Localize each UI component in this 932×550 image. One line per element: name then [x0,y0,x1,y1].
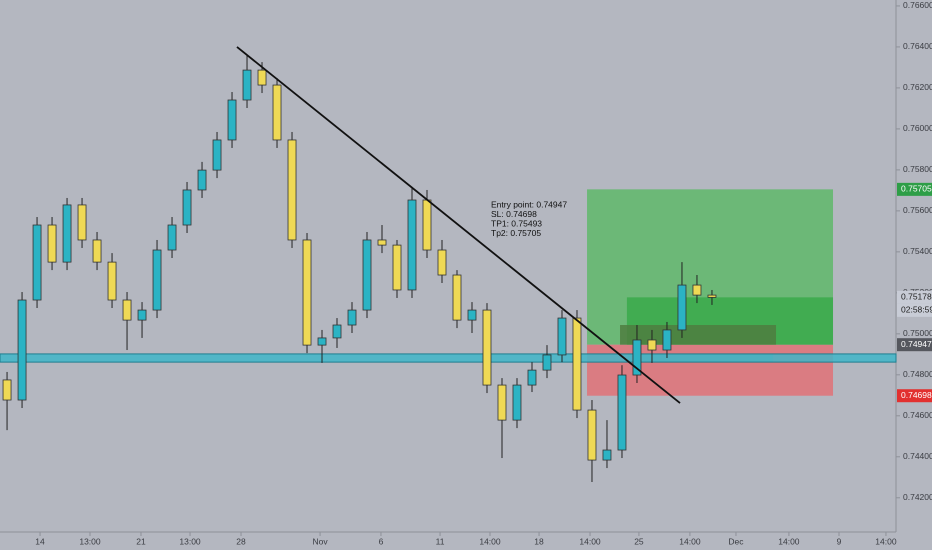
price-badge [897,182,932,196]
loss-zone [587,344,834,396]
x-tick-label: 14:00 [479,536,501,546]
x-tick-label: 9 [837,536,842,546]
price-badge-label: 0.74947 [901,339,932,349]
x-tick-label: 28 [236,536,246,546]
candle-body [77,204,87,241]
candle-body [227,99,237,141]
candle-body [212,139,222,171]
candle-body [467,309,477,321]
candle-body [707,294,717,298]
candle-body [362,239,372,311]
x-tick-label: 14:00 [778,536,800,546]
x-tick-label: 21 [136,536,146,546]
y-tick-label: 0.76200 [903,82,932,92]
candle-body [17,299,27,401]
candle-body [287,139,297,241]
trendline [236,46,681,404]
candle-body [107,261,117,301]
candle-body [272,84,282,141]
candle-body [197,169,207,191]
x-tick-label: 18 [534,536,544,546]
y-tick-label: 0.76600 [903,0,932,10]
candle-body [62,204,72,263]
candle-body [332,324,342,339]
candle-body [122,299,132,321]
candle-body [617,374,627,451]
candle-body [692,284,702,296]
x-tick-label: Dec [728,536,744,546]
x-tick-label: 25 [634,536,644,546]
candle-body [587,409,597,461]
candle-body [557,317,567,356]
candle-body [302,239,312,346]
y-tick-label: 0.76000 [903,123,932,133]
candle-body [152,249,162,311]
candle-body [377,239,387,246]
x-tick-label: 14:00 [579,536,601,546]
countdown-label: 02:58:59 [901,305,932,315]
support-zone [0,353,897,363]
candle-body [137,309,147,321]
y-tick-label: 0.74600 [903,410,932,420]
x-tick-label: 11 [436,536,445,546]
y-tick-label: 0.75000 [903,328,932,338]
candle-body [257,69,267,86]
annotation-text: Entry point: 0.74947 [491,199,567,209]
y-tick-label: 0.74800 [903,369,932,379]
candle-body [512,384,522,421]
candle-body [632,339,642,376]
annotation-text: SL: 0.74698 [491,209,537,219]
candle-body [602,449,612,461]
price-badge-label: 0.74698 [901,390,932,400]
candle-body [677,284,687,331]
y-tick-label: 0.74400 [903,451,932,461]
price-badge [897,389,932,403]
x-tick-label: 14:00 [875,536,897,546]
price-badge [897,290,932,304]
candle-body [497,384,507,421]
y-tick-label: 0.76400 [903,41,932,51]
y-tick-label: 0.75600 [903,205,932,215]
x-tick-label: 13:00 [179,536,201,546]
annotation-text: Tp2: 0.75705 [491,228,541,238]
y-tick-label: 0.75400 [903,246,932,256]
candle-body [317,337,327,346]
candle-body [182,189,192,226]
y-tick-label: 0.75800 [903,164,932,174]
candle-body [482,309,492,386]
zone [620,325,777,345]
y-tick-label: 0.74200 [903,492,932,502]
candle-body [347,309,357,326]
x-tick-label: 14 [35,536,45,546]
candle-body [32,224,42,301]
candle-body [542,354,552,371]
candle-body [527,369,537,386]
candle-body [407,199,417,291]
candle-body [242,69,252,101]
price-badge [897,338,932,352]
candle-body [647,339,657,351]
x-tick-label: 6 [379,536,384,546]
x-tick-label: Nov [313,536,329,546]
candle-body [167,224,177,251]
candle-body [422,199,432,251]
candle-body [437,249,447,276]
x-tick-label: 13:00 [79,536,101,546]
candle-body [2,379,12,401]
candle-body [452,274,462,321]
price-badge-label: 0.75705 [901,184,932,194]
countdown-badge [897,303,932,317]
annotation-text: TP1: 0.75493 [491,218,542,228]
candle-body [662,329,672,351]
x-tick-label: 14:00 [679,536,701,546]
candle-body [47,224,57,263]
price-badge-label: 0.75178 [901,292,932,302]
candle-body [392,244,402,291]
candle-body [572,317,582,411]
candle-body [92,239,102,263]
